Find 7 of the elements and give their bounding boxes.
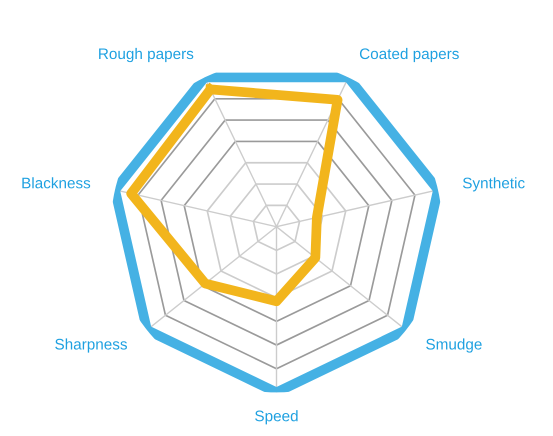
spoke-label: Coated papers xyxy=(360,48,459,62)
spoke-label: Sharpness xyxy=(55,338,127,353)
spoke-label: Smudge xyxy=(426,338,482,353)
spoke-label: Speed xyxy=(255,410,298,424)
spoke-label: Synthetic xyxy=(462,177,525,192)
spoke-label: Rough papers xyxy=(99,48,194,62)
spoke-label: Blackness xyxy=(22,177,90,188)
